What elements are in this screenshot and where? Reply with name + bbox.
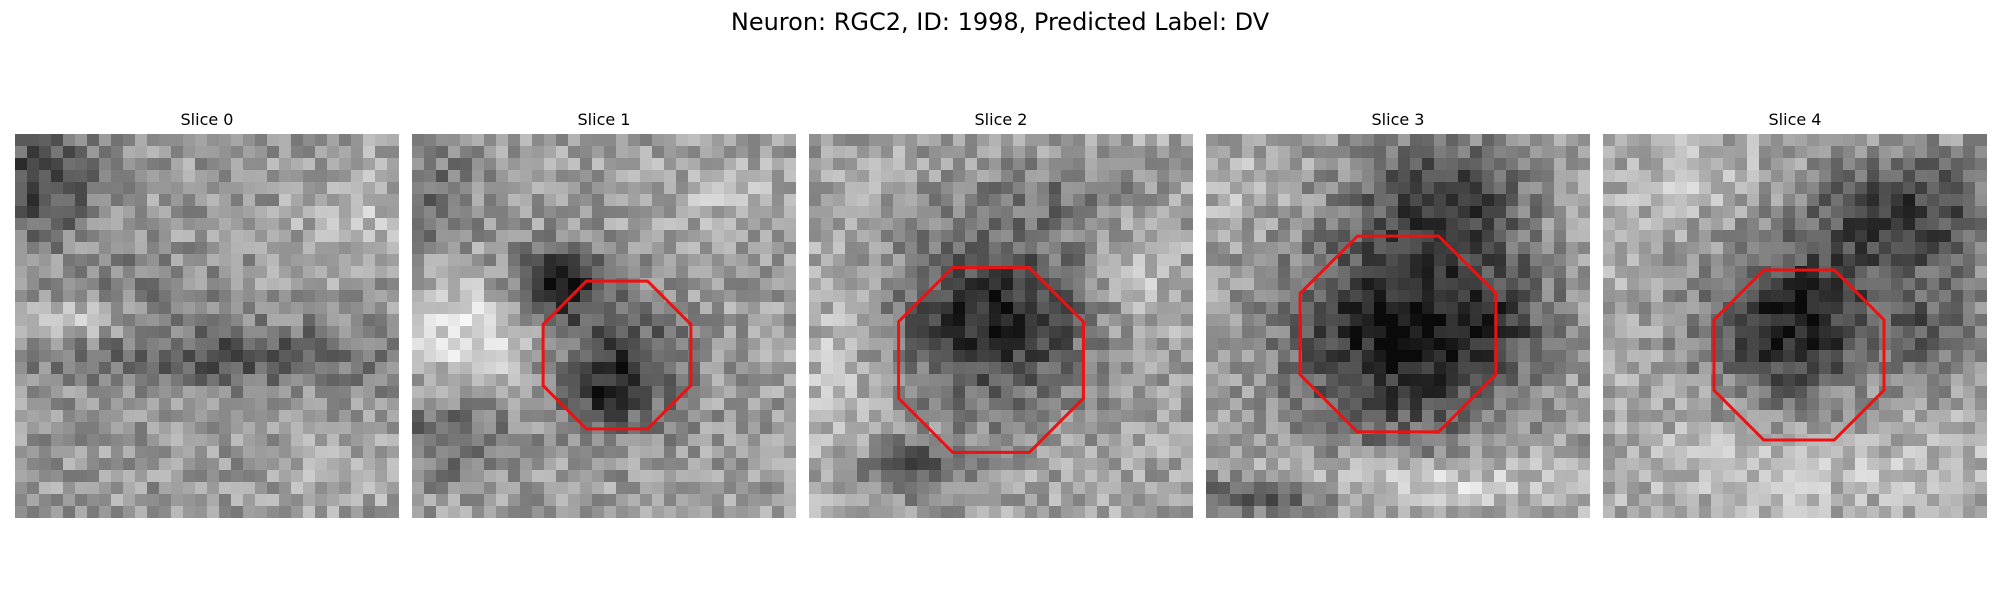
pixel-grid — [412, 134, 796, 518]
pixel-grid — [15, 134, 399, 518]
slice-image-4 — [1603, 134, 1987, 518]
slice-panel-2: Slice 2 — [809, 110, 1193, 518]
slice-panel-1: Slice 1 — [412, 110, 796, 518]
slice-image-3 — [1206, 134, 1590, 518]
slice-image-0 — [15, 134, 399, 518]
slice-title-2: Slice 2 — [974, 110, 1028, 129]
slice-title-3: Slice 3 — [1371, 110, 1425, 129]
slice-title-0: Slice 0 — [180, 110, 234, 129]
slice-image-2 — [809, 134, 1193, 518]
roi-contour — [1712, 268, 1886, 442]
roi-contour — [1298, 234, 1498, 434]
pixel-grid — [1206, 134, 1590, 518]
slice-title-1: Slice 1 — [577, 110, 631, 129]
roi-contour — [897, 266, 1085, 454]
slice-title-4: Slice 4 — [1768, 110, 1822, 129]
slice-panel-3: Slice 3 — [1206, 110, 1590, 518]
slice-panel-4: Slice 4 — [1603, 110, 1987, 518]
pixel-grid — [1603, 134, 1987, 518]
figure-title: Neuron: RGC2, ID: 1998, Predicted Label:… — [730, 8, 1270, 36]
slice-image-1 — [412, 134, 796, 518]
pixel-grid — [809, 134, 1193, 518]
roi-contour — [541, 279, 693, 431]
slice-panel-0: Slice 0 — [15, 110, 399, 518]
